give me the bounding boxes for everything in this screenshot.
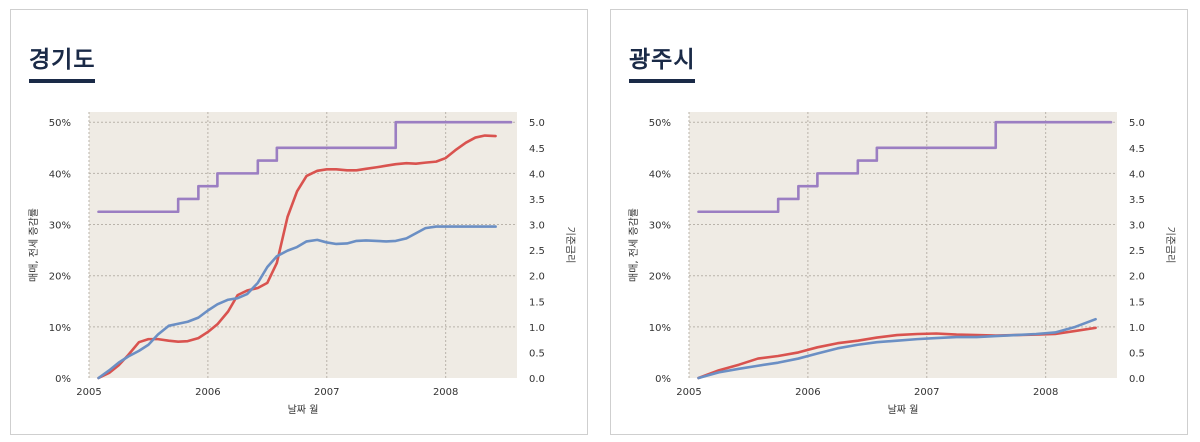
chart-panel-gwangju: 광주시 2005 2006 2007 2008 0% 10% 20% 30% 40% 50% 0.0…	[610, 9, 1188, 435]
x-axis-label: 날짜 월	[288, 404, 319, 416]
y2-tick-label: 1.0	[529, 323, 545, 334]
y2-tick-label: 2.5	[529, 246, 545, 257]
y-axis-label: 매매, 전세 증감률	[28, 208, 40, 282]
y2-tick-label: 4.5	[529, 144, 545, 155]
y2-tick-label: 2.0	[529, 272, 545, 283]
y2-tick-label: 4.0	[529, 169, 545, 180]
y2-tick-label: 3.5	[1129, 195, 1145, 206]
y2-tick-label: 3.5	[529, 195, 545, 206]
y-axis-label: 매매, 전세 증감률	[628, 208, 640, 282]
y-tick-label: 20%	[49, 272, 71, 283]
y-tick-label: 0%	[655, 374, 671, 385]
x-tick-label: 2008	[1033, 387, 1058, 398]
title-underline	[29, 79, 95, 83]
series-line-base-rate	[697, 120, 1113, 214]
y2-tick-label: 1.5	[1129, 297, 1145, 308]
y2-tick-label: 0.0	[529, 374, 545, 385]
y2-tick-label: 3.0	[529, 221, 545, 232]
y2-tick-label: 2.5	[1129, 246, 1145, 257]
y-tick-label: 20%	[649, 272, 671, 283]
y-tick-label: 40%	[49, 169, 71, 180]
y-tick-label: 30%	[649, 221, 671, 232]
y-tick-label: 0%	[55, 374, 71, 385]
y2-tick-label: 5.0	[1129, 118, 1145, 129]
x-tick-label: 2005	[76, 387, 101, 398]
y-tick-label: 40%	[649, 169, 671, 180]
y2-tick-label: 0.0	[1129, 374, 1145, 385]
y-tick-label: 50%	[49, 118, 71, 129]
chart-svg: 2005 2006 2007 2008 0% 10% 20% 30% 40% 50% 0.0 0.5 1…	[628, 112, 1176, 416]
series-line-sale-change	[97, 134, 497, 380]
x-tick-label: 2007	[314, 387, 339, 398]
series-line-jeonse-change	[97, 225, 497, 380]
y-tick-label: 10%	[49, 323, 71, 334]
x-axis-label: 날짜 월	[888, 404, 919, 416]
y2-axis-label: 기준금리	[564, 227, 576, 264]
plot-area	[689, 112, 1117, 378]
y2-axis-label: 기준금리	[1164, 227, 1176, 264]
x-tick-label: 2007	[914, 387, 939, 398]
panel-title: 경기도	[29, 47, 96, 73]
x-tick-label: 2005	[676, 387, 701, 398]
y-tick-label: 10%	[649, 323, 671, 334]
y2-tick-label: 5.0	[529, 118, 545, 129]
x-tick-label: 2006	[195, 387, 220, 398]
y2-tick-label: 1.0	[1129, 323, 1145, 334]
chart-svg: 2005 2006 2007 2008 0% 10% 20% 30% 40% 50% 0.0 0.5 1…	[28, 112, 576, 416]
series-line-jeonse-change	[697, 317, 1097, 380]
y2-tick-label: 0.5	[1129, 348, 1145, 359]
x-tick-label: 2006	[795, 387, 820, 398]
chart-panel-gyeonggi: 경기도 2005 2006 2007 2008 0% 10% 20% 30% 40% 50% 0.0…	[10, 9, 588, 435]
y2-tick-label: 4.0	[1129, 169, 1145, 180]
y2-tick-label: 4.5	[1129, 144, 1145, 155]
y2-tick-label: 0.5	[529, 348, 545, 359]
panel-title: 광주시	[629, 47, 696, 73]
y2-tick-label: 2.0	[1129, 272, 1145, 283]
y-tick-label: 30%	[49, 221, 71, 232]
y-tick-label: 50%	[649, 118, 671, 129]
y2-tick-label: 1.5	[529, 297, 545, 308]
x-tick-label: 2008	[433, 387, 458, 398]
y2-tick-label: 3.0	[1129, 221, 1145, 232]
series-line-base-rate	[97, 120, 513, 214]
title-underline	[629, 79, 695, 83]
